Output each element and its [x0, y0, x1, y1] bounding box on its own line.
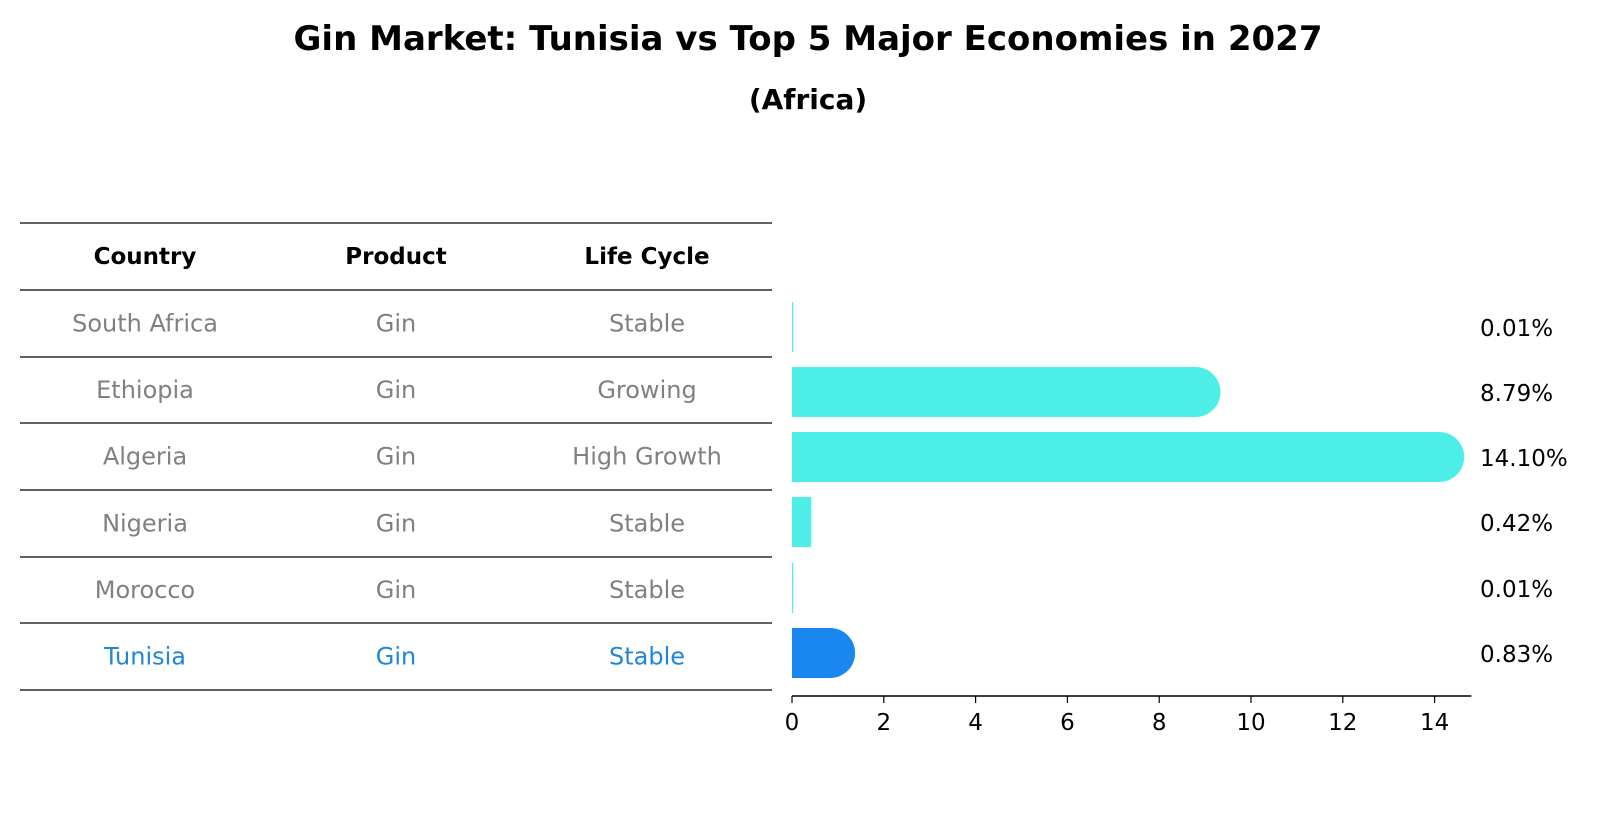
table-cell: Stable — [609, 643, 685, 671]
x-tick-label: 10 — [1236, 710, 1265, 736]
data-table: Country Product Life Cycle South Africa Gin S… — [20, 222, 772, 691]
table-cell: Gin — [376, 576, 416, 604]
table-cell: Gin — [376, 510, 416, 538]
bar-cap — [805, 628, 856, 678]
table-cell: Stable — [609, 310, 685, 338]
table-cell: South Africa — [72, 310, 218, 338]
value-label: 14.10% — [1480, 446, 1568, 472]
bar-body — [792, 432, 1440, 482]
bar-ethiopia — [792, 367, 1221, 417]
bar-body — [792, 302, 794, 352]
bar-south-africa — [792, 302, 794, 352]
table-cell: Ethiopia — [96, 376, 194, 404]
value-label: 0.01% — [1480, 577, 1553, 603]
bar-cap — [1170, 367, 1221, 417]
x-tick-label: 14 — [1420, 710, 1449, 736]
chart-title: Gin Market: Tunisia vs Top 5 Major Econo… — [294, 19, 1323, 59]
x-tick-label: 0 — [785, 710, 800, 736]
table-header-cell: Product — [345, 244, 446, 270]
x-tick-label: 12 — [1328, 710, 1357, 736]
table-cell: Algeria — [103, 443, 187, 471]
bar-morocco — [792, 563, 794, 613]
table-header-cell: Life Cycle — [584, 244, 709, 270]
table-cell: Stable — [609, 510, 685, 538]
table-cell: Tunisia — [103, 643, 186, 671]
bar-cap — [1414, 432, 1465, 482]
table-cell: Nigeria — [102, 510, 188, 538]
table-cell: Growing — [597, 376, 696, 404]
table-cell: Stable — [609, 576, 685, 604]
bar-body — [792, 563, 794, 613]
value-label: 0.83% — [1480, 642, 1553, 668]
chart-subtitle: (Africa) — [749, 83, 867, 116]
x-tick-label: 8 — [1152, 710, 1167, 736]
bar-body — [792, 497, 812, 547]
table-header-cell: Country — [94, 244, 197, 270]
table-cell: Gin — [376, 643, 416, 671]
bar-tunisia — [792, 628, 856, 678]
table-cell: Morocco — [95, 576, 196, 604]
x-tick-label: 2 — [876, 710, 891, 736]
table-cell: Gin — [376, 376, 416, 404]
bar-body — [792, 367, 1196, 417]
x-tick-label: 6 — [1060, 710, 1075, 736]
bar-nigeria — [792, 497, 812, 547]
value-label: 8.79% — [1480, 381, 1553, 407]
x-axis: 0 2 4 6 8 10 12 14 — [785, 695, 1472, 736]
bar-plot: 0.01% 8.79% 14.10% 0.42% 0.01% 0.83% — [792, 302, 1568, 678]
x-tick-label: 4 — [968, 710, 983, 736]
value-label: 0.01% — [1480, 316, 1553, 342]
table-cell: Gin — [376, 310, 416, 338]
value-label: 0.42% — [1480, 511, 1553, 537]
table-cell: High Growth — [572, 443, 722, 471]
bar-algeria — [792, 432, 1465, 482]
table-cell: Gin — [376, 443, 416, 471]
